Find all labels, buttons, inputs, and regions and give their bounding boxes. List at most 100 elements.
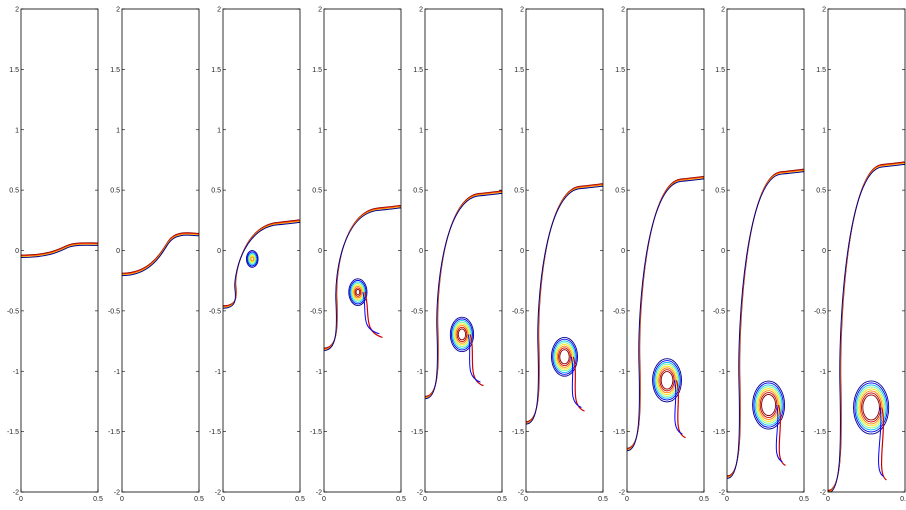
y-tick-label: -2	[114, 490, 120, 497]
contour-line-2	[526, 183, 603, 423]
y-tick-label: 2	[721, 7, 725, 14]
y-tick-label: -0.5	[209, 308, 221, 315]
tail-contour	[675, 380, 686, 439]
tail-contour-inner	[570, 356, 582, 408]
axes-box	[726, 8, 805, 493]
y-tick-label: 1.5	[211, 67, 221, 74]
x-tick-label: 0.5	[497, 496, 507, 503]
roll-contour	[653, 360, 681, 401]
y-tick-label: -2	[316, 490, 322, 497]
y-tick-label: 1.5	[110, 67, 120, 74]
roll-contour	[348, 278, 368, 306]
x-tick-label: 0	[423, 496, 427, 503]
roll-contour	[247, 252, 257, 266]
contour-line-1	[526, 183, 603, 423]
y-tick-label: -0.5	[613, 308, 625, 315]
y-tick-label: -1	[13, 369, 19, 376]
roll-contour	[352, 284, 364, 300]
y-tick-label: -0.5	[814, 308, 826, 315]
y-tick-label: 0	[822, 248, 826, 255]
roll-contour	[452, 320, 472, 349]
y-tick-label: 1	[116, 127, 120, 134]
y-tick-label: 2	[822, 7, 826, 14]
y-tick-label: -2	[820, 490, 826, 497]
roll-contour	[455, 325, 469, 344]
y-tick-label: -1	[518, 369, 524, 376]
y-tick-label: 0	[15, 248, 19, 255]
y-tick-label: -0.5	[512, 308, 524, 315]
roll-contour	[245, 250, 259, 268]
roll-contour	[349, 279, 367, 305]
y-tick-label: 1.5	[615, 67, 625, 74]
y-tick-label: 2	[419, 7, 423, 14]
y-tick-label: 2	[15, 7, 19, 14]
contour-line-1	[425, 190, 502, 397]
y-tick-label: -1.5	[310, 429, 322, 436]
tail-contour-inner	[673, 380, 683, 435]
panel-3: 21.510.50-0.5-1-1.5-20 0.5	[209, 7, 305, 504]
interface-contours	[526, 183, 603, 425]
y-tick-label: -1	[820, 369, 826, 376]
y-tick-label: 0.5	[413, 188, 423, 195]
contour-line-4	[21, 244, 98, 259]
y-tick-label: -1.5	[411, 429, 423, 436]
panel-8: 21.510.50-0.5-1-1.5-20 0.5	[713, 7, 809, 504]
y-tick-label: 1.5	[816, 67, 826, 74]
y-tick-label: -2	[719, 490, 725, 497]
roll-contour	[654, 361, 680, 399]
x-tick-label: 0.5	[396, 496, 406, 503]
y-tick-label: 0	[217, 248, 221, 255]
y-tick-label: -1.5	[209, 429, 221, 436]
y-tick-label: -0.5	[411, 308, 423, 315]
y-tick-label: 1	[621, 127, 625, 134]
x-tick-label: 0	[120, 496, 124, 503]
roll-contour	[449, 316, 475, 353]
y-tick-label: 0.5	[312, 188, 322, 195]
roll-contour	[355, 289, 361, 296]
contour-line-1	[727, 168, 804, 477]
y-tick-label: -1	[215, 369, 221, 376]
roll-contour	[454, 323, 470, 346]
y-tick-label: -1	[417, 369, 423, 376]
roll-contour	[456, 326, 468, 343]
contour-line-3	[828, 162, 905, 492]
tail-contour-inner	[775, 404, 783, 463]
roll-contour	[660, 371, 674, 390]
axes-box	[323, 8, 402, 493]
y-tick-label: -0.5	[7, 308, 19, 315]
roll-contour	[761, 394, 777, 417]
roll-contour	[553, 340, 576, 374]
roll-contour	[248, 254, 256, 264]
roll-contour	[759, 392, 778, 418]
y-tick-label: 1.5	[514, 67, 524, 74]
y-tick-label: 1	[419, 127, 423, 134]
roll-contour	[857, 386, 886, 429]
y-tick-label: -1.5	[7, 429, 19, 436]
interface-contours	[627, 175, 704, 452]
roll-contour	[652, 358, 682, 403]
x-tick-label: 0.5	[699, 496, 709, 503]
contour-line-3	[223, 220, 300, 308]
contour-line-4	[627, 178, 704, 452]
panel-4: 21.510.50-0.5-1-1.5-20 0.5	[310, 7, 406, 504]
interface-contours	[324, 204, 401, 351]
y-tick-label: 0.5	[9, 188, 19, 195]
contour-line-4	[122, 234, 199, 277]
y-tick-label: -1.5	[613, 429, 625, 436]
interface-contours	[727, 168, 804, 479]
panel-6: 21.510.50-0.5-1-1.5-20 0.5	[512, 7, 608, 504]
y-tick-label: 1.5	[312, 67, 322, 74]
tail-contour	[880, 407, 887, 481]
roll-contour	[754, 384, 783, 426]
contour-line-3	[627, 177, 704, 451]
y-tick-label: -1.5	[108, 429, 120, 436]
tail-contour	[778, 404, 786, 466]
y-tick-label: 2	[217, 7, 221, 14]
tail-contour-inner	[362, 292, 380, 335]
x-tick-label: 0	[524, 496, 528, 503]
roll-contour	[351, 282, 365, 302]
y-tick-label: -0.5	[108, 308, 120, 315]
contour-line-3	[21, 243, 98, 257]
roll-contour	[853, 380, 890, 435]
